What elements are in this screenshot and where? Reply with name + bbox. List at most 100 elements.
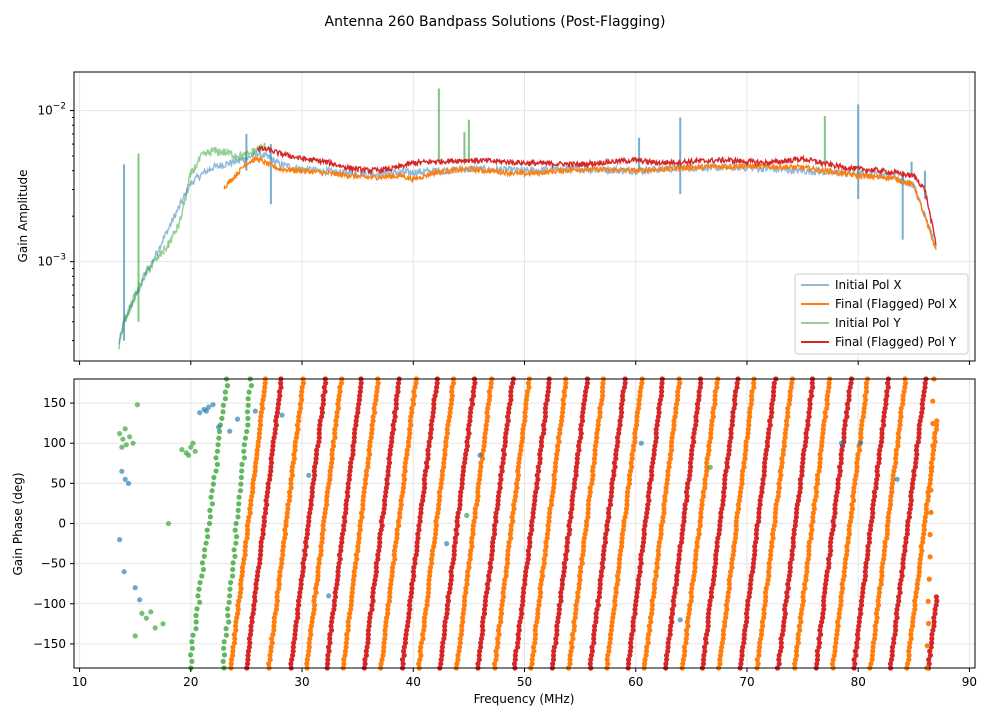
phase-point — [823, 577, 829, 583]
phase-point — [207, 507, 213, 513]
phase-point — [843, 409, 850, 416]
phase-point — [233, 520, 239, 527]
phase-point — [918, 414, 924, 420]
phase-point — [444, 611, 450, 617]
phase-ramp — [340, 376, 381, 671]
phase-point — [819, 619, 825, 625]
phase-point — [934, 598, 940, 604]
phase-point — [828, 535, 834, 541]
phase-point — [132, 585, 138, 591]
phase-point — [443, 439, 449, 445]
phase-point — [386, 460, 393, 466]
phase-point — [345, 493, 351, 499]
phase-point — [555, 619, 561, 625]
phase-point — [593, 439, 599, 445]
phase-point — [513, 489, 519, 495]
phase-point — [389, 569, 395, 575]
phase-point — [375, 556, 381, 562]
phase-point — [405, 443, 412, 449]
phase-point — [363, 468, 369, 474]
phase-point — [500, 456, 506, 462]
phase-point — [747, 581, 754, 587]
phase-point — [673, 405, 679, 411]
phase-point — [895, 602, 901, 608]
phase-point — [742, 451, 748, 457]
phase-point — [350, 443, 356, 449]
phase-point — [904, 661, 911, 667]
phase-point — [257, 422, 264, 428]
phase-point — [506, 543, 512, 550]
phase-point — [593, 611, 599, 617]
phase-point — [382, 493, 388, 499]
phase-point — [240, 560, 247, 566]
phase-point — [668, 615, 674, 621]
phase-point — [531, 648, 537, 654]
phase-point — [469, 535, 475, 541]
phase-point — [689, 581, 695, 587]
phase-point — [908, 489, 914, 495]
phase-point — [379, 514, 385, 520]
phase-point — [432, 535, 438, 541]
phase-point — [606, 514, 612, 520]
phase-point — [792, 523, 798, 529]
phase-point — [810, 510, 816, 516]
phase-point — [870, 502, 876, 508]
phase-point — [682, 648, 688, 654]
phase-point — [535, 611, 541, 617]
phase-point — [591, 640, 597, 646]
phase-point — [304, 661, 310, 667]
phase-point — [876, 594, 882, 600]
phase-point — [299, 397, 305, 403]
phase-point — [656, 543, 662, 550]
phase-point — [743, 443, 749, 449]
phase-point — [885, 518, 891, 525]
phase-point — [222, 389, 228, 395]
phase-point — [866, 539, 873, 545]
y-tick-label: 50 — [51, 476, 66, 490]
phase-point — [846, 393, 852, 399]
phase-point — [805, 422, 811, 428]
phase-point — [319, 531, 325, 537]
phase-point — [839, 590, 845, 596]
phase-point — [366, 619, 372, 625]
phase-point — [532, 627, 538, 633]
phase-point — [525, 380, 532, 386]
phase-point — [245, 527, 251, 533]
phase-point — [805, 556, 811, 562]
phase-point — [633, 426, 639, 432]
phase-point — [655, 556, 661, 562]
phase-point — [602, 539, 609, 545]
phase-point — [345, 619, 351, 625]
phase-point — [472, 380, 478, 386]
phase-point — [691, 573, 697, 579]
phase-point — [925, 497, 931, 504]
phase-point — [930, 456, 936, 462]
phase-point — [791, 527, 797, 533]
phase-point — [837, 464, 843, 470]
phase-point — [578, 426, 584, 432]
phase-point — [726, 447, 732, 453]
phase-point — [773, 506, 779, 512]
phase-point — [919, 401, 925, 407]
phase-point — [365, 627, 371, 633]
phase-point — [785, 414, 791, 420]
phase-point — [576, 581, 582, 587]
phase-point — [413, 552, 419, 558]
phase-point — [372, 401, 378, 407]
phase-point — [858, 598, 865, 604]
phase-point — [688, 456, 694, 462]
phase-point — [594, 430, 600, 436]
phase-point — [673, 409, 679, 416]
phase-point — [629, 464, 635, 470]
phase-point — [464, 581, 470, 587]
phase-point — [897, 590, 903, 596]
phase-point — [817, 451, 823, 457]
phase-point — [262, 384, 268, 390]
phase-point — [271, 627, 277, 633]
phase-point — [521, 422, 527, 428]
phase-point — [807, 401, 813, 407]
phase-point — [635, 577, 641, 583]
phase-point — [626, 481, 633, 487]
phase-point — [560, 401, 567, 407]
phase-point — [293, 619, 299, 625]
